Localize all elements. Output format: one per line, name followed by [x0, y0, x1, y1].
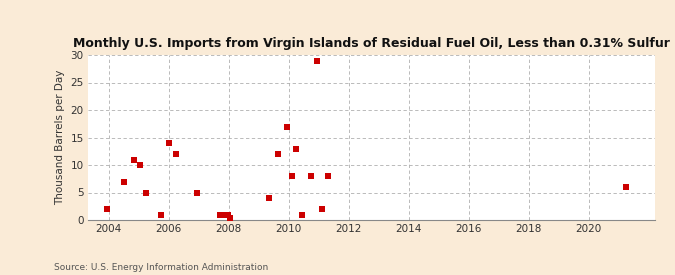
Point	[621, 185, 632, 189]
Point	[291, 146, 302, 151]
Y-axis label: Thousand Barrels per Day: Thousand Barrels per Day	[55, 70, 65, 205]
Point	[156, 212, 167, 217]
Point	[323, 174, 333, 178]
Point	[225, 216, 236, 221]
Point	[192, 190, 202, 195]
Point	[219, 212, 230, 217]
Text: Source: U.S. Energy Information Administration: Source: U.S. Energy Information Administ…	[54, 263, 268, 272]
Title: Monthly U.S. Imports from Virgin Islands of Residual Fuel Oil, Less than 0.31% S: Monthly U.S. Imports from Virgin Islands…	[73, 37, 670, 50]
Point	[141, 190, 152, 195]
Point	[102, 207, 113, 211]
Point	[215, 212, 225, 217]
Point	[264, 196, 275, 200]
Point	[306, 174, 317, 178]
Point	[317, 207, 327, 211]
Point	[286, 174, 297, 178]
Point	[297, 212, 308, 217]
Point	[129, 157, 140, 162]
Point	[135, 163, 146, 167]
Point	[118, 179, 129, 184]
Point	[223, 212, 234, 217]
Point	[171, 152, 182, 156]
Point	[282, 124, 293, 129]
Point	[273, 152, 284, 156]
Point	[163, 141, 174, 145]
Point	[312, 58, 323, 63]
